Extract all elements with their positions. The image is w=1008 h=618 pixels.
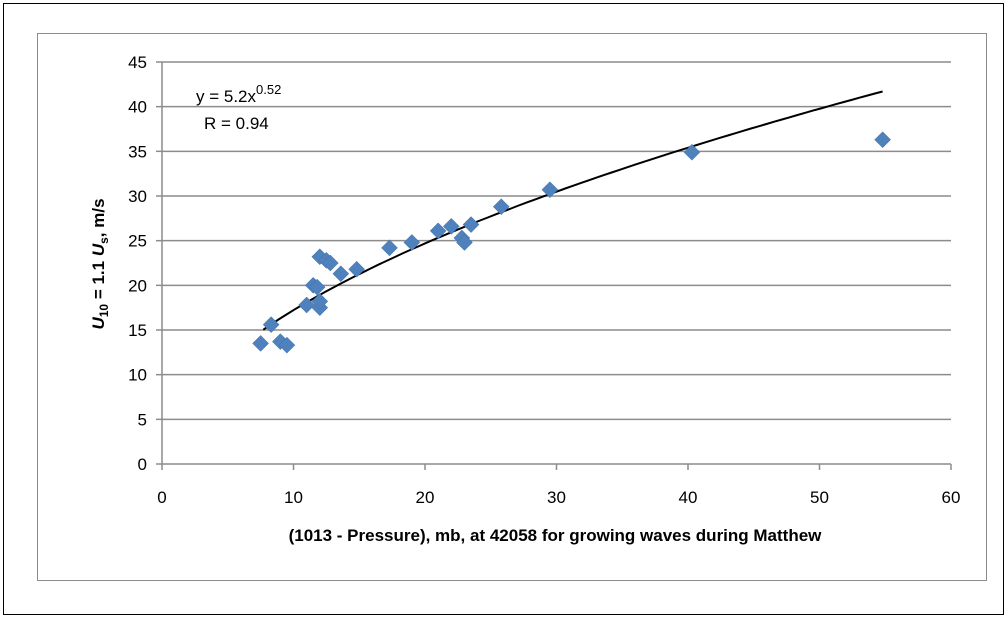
x-tick-label: 30	[547, 488, 566, 507]
data-point-diamond	[442, 218, 460, 235]
x-tick-label: 50	[810, 488, 829, 507]
data-point-diamond	[348, 260, 365, 278]
data-point-diamond	[456, 234, 473, 251]
y-tick-label: 30	[128, 187, 147, 206]
data-point-diamond	[278, 336, 296, 354]
x-tick-label: 10	[284, 488, 303, 507]
y-tick-label: 25	[128, 232, 147, 251]
data-points	[252, 131, 891, 354]
data-point-diamond	[252, 335, 269, 352]
x-tick-label: 60	[942, 488, 961, 507]
outer-frame	[3, 3, 1004, 615]
x-tick-label: 40	[679, 488, 698, 507]
x-tick-label: 0	[157, 488, 166, 507]
data-point-diamond	[683, 143, 701, 161]
data-point-diamond	[262, 316, 280, 333]
data-point-diamond	[332, 265, 350, 283]
data-point-diamond	[308, 278, 326, 296]
data-point-diamond	[541, 181, 559, 199]
x-tick-labels: 0 10 20 30 40 50 60	[157, 488, 960, 507]
y-tick-label: 45	[128, 53, 147, 72]
y-tick-label: 5	[138, 410, 147, 429]
r-value-label: R = 0.94	[204, 114, 269, 133]
y-tick-label: 20	[128, 276, 147, 295]
y-tick-labels: 0 5 10 15 20 25 30 35 40 45	[128, 53, 147, 474]
gridlines	[162, 61, 951, 421]
trendline-equation: y = 5.2x0.52	[196, 82, 281, 106]
data-point-diamond	[429, 222, 447, 240]
data-point-diamond	[403, 234, 421, 251]
data-point-diamond	[321, 254, 339, 272]
y-tick-label: 0	[138, 455, 147, 474]
data-point-diamond	[311, 293, 329, 310]
data-point-diamond	[381, 239, 398, 257]
axes	[156, 61, 952, 470]
x-tick-label: 20	[416, 488, 435, 507]
y-tick-label: 40	[128, 98, 147, 117]
data-point-diamond	[298, 296, 316, 314]
x-axis-title: (1013 - Pressure), mb, at 42058 for grow…	[289, 526, 823, 545]
data-point-diamond	[492, 198, 510, 216]
equation-exponent: 0.52	[256, 82, 281, 97]
data-point-diamond	[874, 131, 891, 149]
data-point-diamond	[462, 216, 480, 233]
y-tick-label: 35	[128, 142, 147, 161]
equation-base: y = 5.2x	[196, 87, 257, 106]
y-axis-title: U10 = 1.1 Us, m/s	[89, 198, 111, 329]
chart-area	[37, 33, 987, 581]
y-tick-label: 10	[128, 366, 147, 385]
power-trendline	[262, 90, 883, 331]
y-tick-label: 15	[128, 321, 147, 340]
